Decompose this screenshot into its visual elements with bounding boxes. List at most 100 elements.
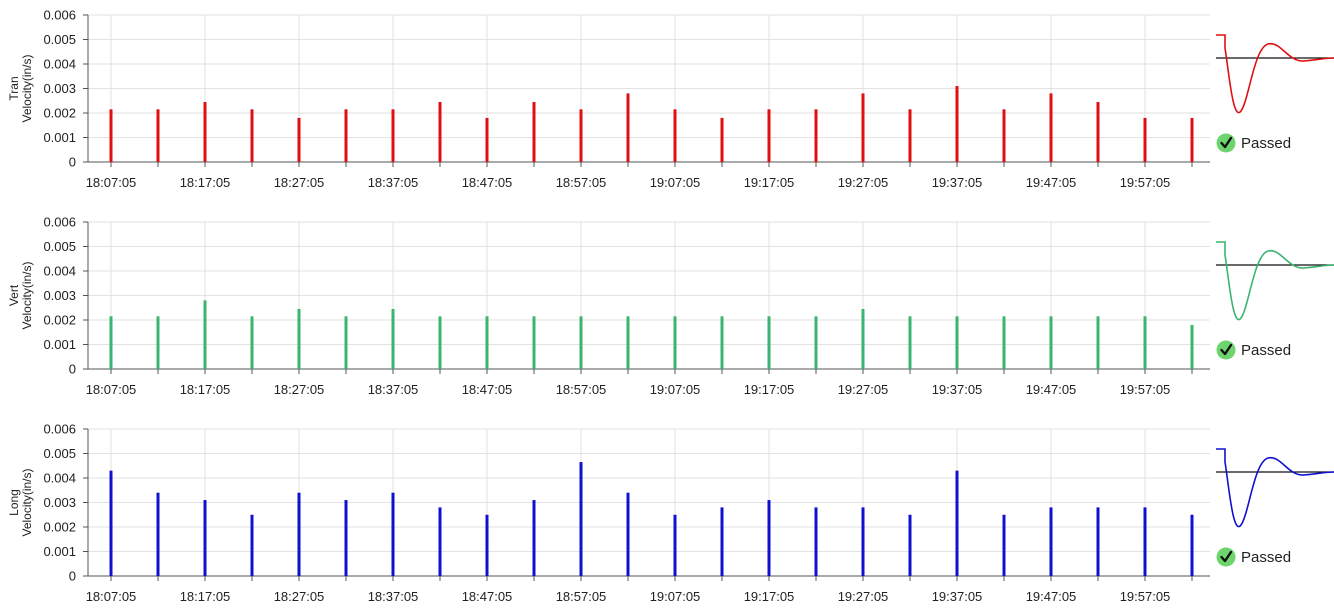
waveform-thumbnail bbox=[1216, 449, 1334, 527]
y-axis-label-line: Velocity(in/s) bbox=[20, 468, 34, 536]
velocity-bar bbox=[110, 109, 113, 162]
velocity-bar bbox=[862, 507, 865, 576]
x-tick-label: 19:07:05 bbox=[650, 175, 701, 190]
velocity-bar bbox=[580, 316, 583, 369]
x-tick-label: 18:17:05 bbox=[180, 589, 231, 604]
waveform-line bbox=[1216, 242, 1334, 320]
status-badge: Passed bbox=[1217, 341, 1292, 360]
chart-panel-3: 0 0.001 0.002 0.003 0.004 0.005 0.006 18:07:05 1… bbox=[7, 422, 1334, 605]
status-text: Passed bbox=[1241, 549, 1291, 566]
y-tick-label: 0.005 bbox=[43, 32, 76, 47]
velocity-bar bbox=[721, 118, 724, 162]
velocity-bar bbox=[486, 515, 489, 576]
x-tick-label: 19:47:05 bbox=[1026, 175, 1077, 190]
y-tick-label: 0.005 bbox=[43, 446, 76, 461]
x-tick-label: 19:37:05 bbox=[932, 382, 983, 397]
velocity-bar bbox=[1003, 316, 1006, 369]
x-tick-label: 18:37:05 bbox=[368, 589, 419, 604]
y-tick-label: 0.004 bbox=[43, 471, 76, 486]
velocity-bar bbox=[486, 316, 489, 369]
x-tick-label: 18:27:05 bbox=[274, 382, 325, 397]
y-axis-label-line: Long bbox=[7, 489, 21, 516]
status-text: Passed bbox=[1241, 342, 1291, 359]
velocity-bar bbox=[298, 309, 301, 369]
y-axis-label: VertVelocity(in/s) bbox=[7, 261, 34, 329]
y-tick-label: 0.002 bbox=[43, 106, 76, 121]
velocity-bar bbox=[1144, 118, 1147, 162]
velocity-bar bbox=[909, 515, 912, 576]
check-circle-icon bbox=[1217, 134, 1236, 153]
velocity-bar bbox=[1050, 93, 1053, 162]
x-tick-label: 19:57:05 bbox=[1120, 175, 1171, 190]
y-tick-label: 0.003 bbox=[43, 81, 76, 96]
x-tick-label: 19:27:05 bbox=[838, 589, 889, 604]
x-tick-label: 18:47:05 bbox=[462, 589, 513, 604]
x-tick-label: 18:57:05 bbox=[556, 175, 607, 190]
x-tick-label: 19:37:05 bbox=[932, 175, 983, 190]
velocity-bar bbox=[486, 118, 489, 162]
x-tick-label: 18:47:05 bbox=[462, 175, 513, 190]
velocity-bar bbox=[674, 316, 677, 369]
y-tick-label: 0 bbox=[69, 155, 76, 170]
check-circle-icon bbox=[1217, 341, 1236, 360]
velocity-bar bbox=[956, 471, 959, 576]
chart-panel-1: 0 0.001 0.002 0.003 0.004 0.005 0.006 18:07:05 1… bbox=[7, 8, 1334, 191]
x-tick-label: 18:27:05 bbox=[274, 175, 325, 190]
y-tick-label: 0.003 bbox=[43, 288, 76, 303]
x-tick-label: 19:17:05 bbox=[744, 382, 795, 397]
x-tick-label: 19:07:05 bbox=[650, 589, 701, 604]
y-tick-label: 0.001 bbox=[43, 337, 76, 352]
y-tick-label: 0.006 bbox=[43, 215, 76, 230]
x-tick-label: 18:17:05 bbox=[180, 382, 231, 397]
x-tick-label: 19:07:05 bbox=[650, 382, 701, 397]
velocity-bar bbox=[110, 316, 113, 369]
x-tick-label: 19:17:05 bbox=[744, 175, 795, 190]
waveform-line bbox=[1216, 449, 1334, 527]
x-tick-label: 18:27:05 bbox=[274, 589, 325, 604]
velocity-bar bbox=[674, 515, 677, 576]
velocity-bar bbox=[439, 507, 442, 576]
velocity-bar bbox=[157, 316, 160, 369]
velocity-bar bbox=[1191, 325, 1194, 369]
x-tick-label: 18:07:05 bbox=[86, 382, 137, 397]
x-tick-label: 18:07:05 bbox=[86, 589, 137, 604]
velocity-bar bbox=[909, 316, 912, 369]
velocity-bar bbox=[1097, 507, 1100, 576]
velocity-bar bbox=[392, 493, 395, 576]
velocity-bar bbox=[815, 109, 818, 162]
y-tick-label: 0.003 bbox=[43, 495, 76, 510]
velocity-bar bbox=[909, 109, 912, 162]
y-tick-label: 0 bbox=[69, 569, 76, 584]
x-tick-label: 19:27:05 bbox=[838, 175, 889, 190]
velocity-bar bbox=[1003, 109, 1006, 162]
check-circle-icon bbox=[1217, 548, 1236, 567]
velocity-bar bbox=[862, 93, 865, 162]
velocity-bar bbox=[580, 462, 583, 576]
x-tick-label: 18:07:05 bbox=[86, 175, 137, 190]
velocity-bar bbox=[251, 109, 254, 162]
y-axis-label-line: Velocity(in/s) bbox=[20, 54, 34, 122]
x-tick-label: 18:57:05 bbox=[556, 589, 607, 604]
y-tick-label: 0 bbox=[69, 362, 76, 377]
y-tick-label: 0.002 bbox=[43, 520, 76, 535]
velocity-bar bbox=[1144, 316, 1147, 369]
velocity-bar bbox=[1097, 316, 1100, 369]
x-tick-label: 19:27:05 bbox=[838, 382, 889, 397]
y-tick-label: 0.001 bbox=[43, 544, 76, 559]
velocity-bar bbox=[204, 300, 207, 369]
x-tick-label: 19:47:05 bbox=[1026, 589, 1077, 604]
waveform-thumbnail bbox=[1216, 35, 1334, 113]
x-tick-label: 18:47:05 bbox=[462, 382, 513, 397]
velocity-bar bbox=[627, 493, 630, 576]
velocity-bar bbox=[721, 316, 724, 369]
y-tick-label: 0.006 bbox=[43, 422, 76, 437]
velocity-bar bbox=[392, 309, 395, 369]
status-badge: Passed bbox=[1217, 134, 1292, 153]
velocity-bar bbox=[815, 507, 818, 576]
velocity-bar bbox=[345, 109, 348, 162]
velocity-bar bbox=[815, 316, 818, 369]
waveform-line bbox=[1216, 35, 1334, 113]
velocity-bar bbox=[110, 471, 113, 576]
y-axis-label-line: Velocity(in/s) bbox=[20, 261, 34, 329]
